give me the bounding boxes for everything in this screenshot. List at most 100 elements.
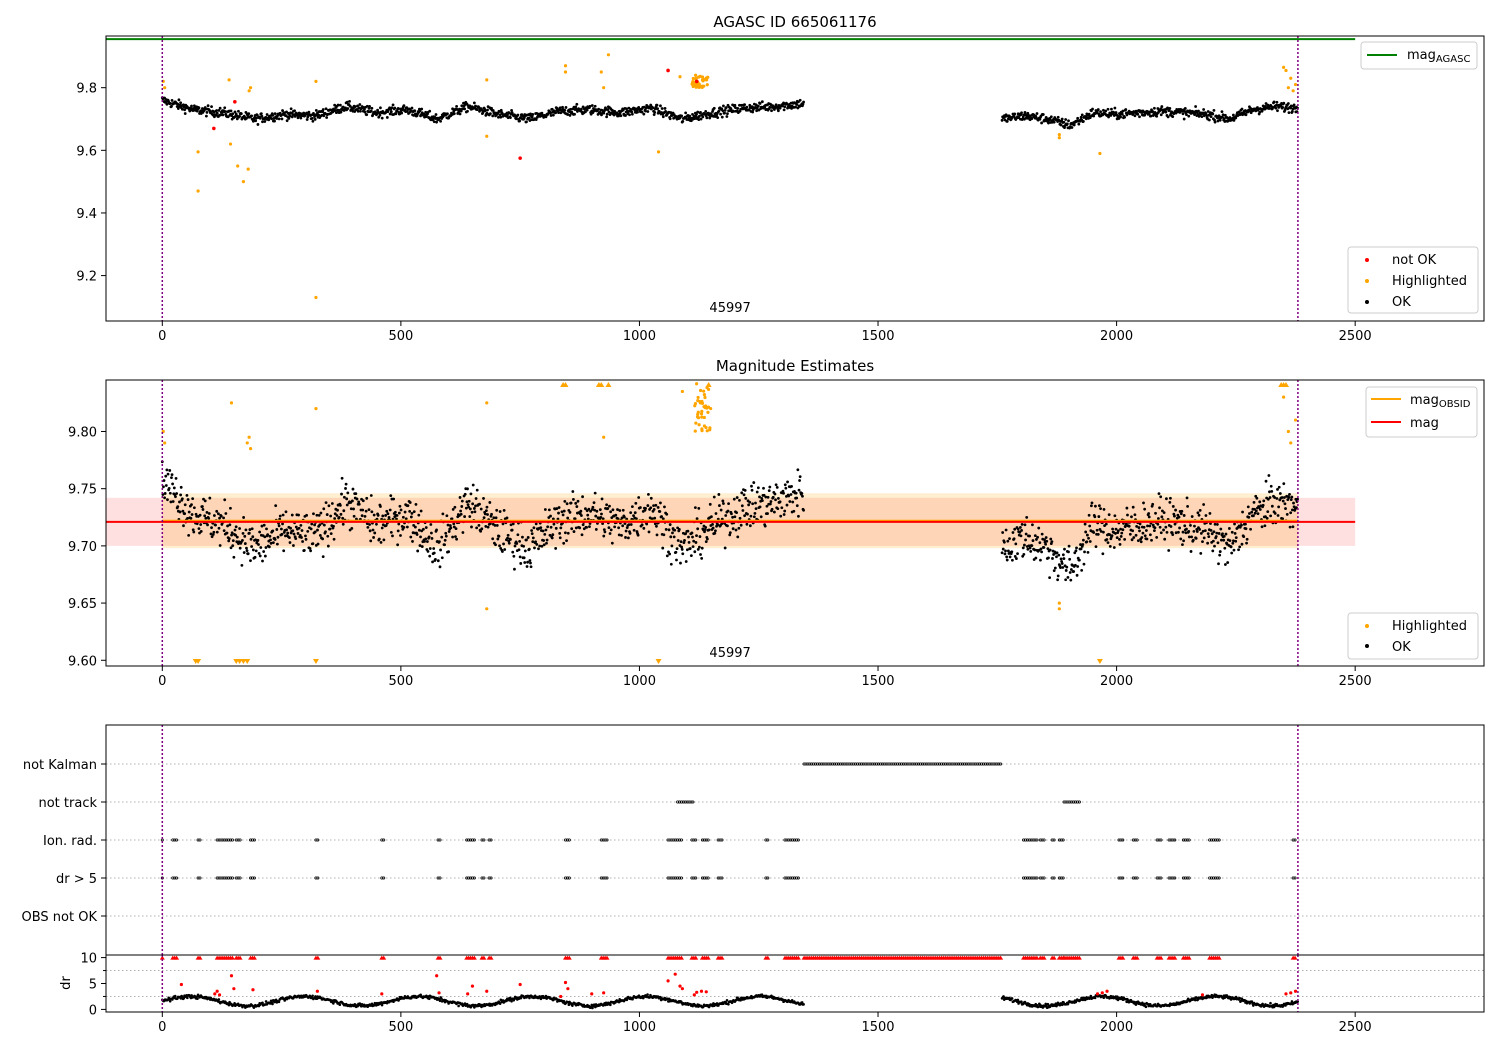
ok-point xyxy=(592,501,596,505)
ok-point xyxy=(1207,118,1211,122)
ok-point xyxy=(1061,566,1065,569)
ok-point xyxy=(277,117,281,121)
ok-point xyxy=(294,537,298,541)
highlighted-point xyxy=(248,86,253,90)
ok-point xyxy=(269,538,272,542)
ok-point xyxy=(605,503,609,507)
ok-point xyxy=(1168,106,1172,110)
x-tick-label: 2000 xyxy=(1100,674,1133,689)
ok-point xyxy=(250,114,254,118)
ok-point xyxy=(483,512,487,516)
ok-point xyxy=(1105,538,1109,541)
highlighted-point xyxy=(563,70,568,74)
ok-point xyxy=(670,114,674,118)
not-ok-point xyxy=(518,156,522,160)
panel2-plot-area xyxy=(106,380,1356,666)
ok-point xyxy=(162,485,165,489)
ok-point xyxy=(513,544,517,548)
ok-point xyxy=(1055,551,1059,555)
ok-point xyxy=(1258,508,1262,511)
ok-point xyxy=(435,528,438,532)
ok-point xyxy=(302,549,306,552)
ok-point xyxy=(271,113,275,117)
flag-point xyxy=(1173,838,1177,842)
ok-point xyxy=(1050,540,1054,544)
ok-point xyxy=(1168,500,1172,504)
ok-point xyxy=(1204,514,1208,517)
ok-point xyxy=(321,108,325,111)
ok-point xyxy=(663,107,667,110)
ok-point xyxy=(1062,120,1066,124)
ok-point xyxy=(207,512,211,515)
ok-point xyxy=(1224,532,1228,536)
ok-point xyxy=(378,113,382,117)
ok-point xyxy=(783,483,787,487)
highlighted-point xyxy=(229,401,234,405)
ok-point xyxy=(254,549,258,553)
ok-point xyxy=(609,528,613,532)
ok-point xyxy=(1056,115,1060,119)
ok-point xyxy=(1112,546,1116,549)
ok-point xyxy=(1202,536,1206,540)
ok-point xyxy=(1160,105,1164,108)
ok-point xyxy=(1213,120,1217,124)
ok-point xyxy=(1067,119,1070,123)
ok-point xyxy=(558,106,562,110)
ok-point xyxy=(798,475,802,479)
ok-point xyxy=(703,530,706,534)
highlighted-point xyxy=(1286,86,1290,90)
highlighted-point xyxy=(695,415,700,419)
ok-point xyxy=(1137,526,1141,529)
ok-point xyxy=(1109,114,1113,117)
ok-point xyxy=(1042,546,1046,549)
ok-point xyxy=(1258,110,1262,114)
ok-point xyxy=(556,517,560,521)
ok-point xyxy=(1087,536,1090,540)
ok-point xyxy=(280,532,284,536)
dr-ok-point xyxy=(510,1000,513,1003)
ok-point xyxy=(187,533,191,537)
flag-point xyxy=(605,838,609,842)
ok-point xyxy=(1023,543,1026,547)
ok-point xyxy=(470,510,474,514)
ok-point xyxy=(542,539,546,542)
ok-point xyxy=(779,514,783,518)
ok-point xyxy=(233,528,237,532)
ok-point xyxy=(584,110,587,114)
ok-point xyxy=(1012,114,1016,118)
ok-point xyxy=(179,485,183,489)
ok-point xyxy=(214,523,217,527)
ok-point xyxy=(273,538,277,541)
ok-point xyxy=(366,525,370,529)
ok-point xyxy=(290,513,294,517)
ok-point xyxy=(205,110,209,114)
ok-point xyxy=(680,114,684,118)
ok-point xyxy=(662,533,666,537)
ok-point xyxy=(1180,509,1184,513)
ok-point xyxy=(271,529,275,533)
ok-point xyxy=(491,537,495,541)
x-tick-label: 500 xyxy=(388,674,413,689)
ok-point xyxy=(758,495,761,499)
ok-point xyxy=(313,530,317,534)
ok-point xyxy=(1104,109,1108,113)
ok-point xyxy=(780,506,784,510)
ok-point xyxy=(206,104,210,108)
ok-point xyxy=(408,509,412,513)
ok-point xyxy=(1181,543,1184,547)
ok-point xyxy=(1270,504,1274,508)
ok-point xyxy=(167,487,171,490)
ok-point xyxy=(1081,120,1085,123)
ok-point xyxy=(585,108,589,112)
ok-point xyxy=(601,522,605,525)
ok-point xyxy=(1151,502,1155,506)
ok-point xyxy=(263,535,267,539)
ok-point xyxy=(238,546,242,550)
ok-point xyxy=(1020,529,1023,532)
ok-point xyxy=(1185,527,1188,531)
ok-point xyxy=(545,541,548,545)
ok-point xyxy=(370,510,374,514)
ok-point xyxy=(281,522,284,526)
ok-point xyxy=(732,109,736,113)
ok-point xyxy=(260,524,264,528)
